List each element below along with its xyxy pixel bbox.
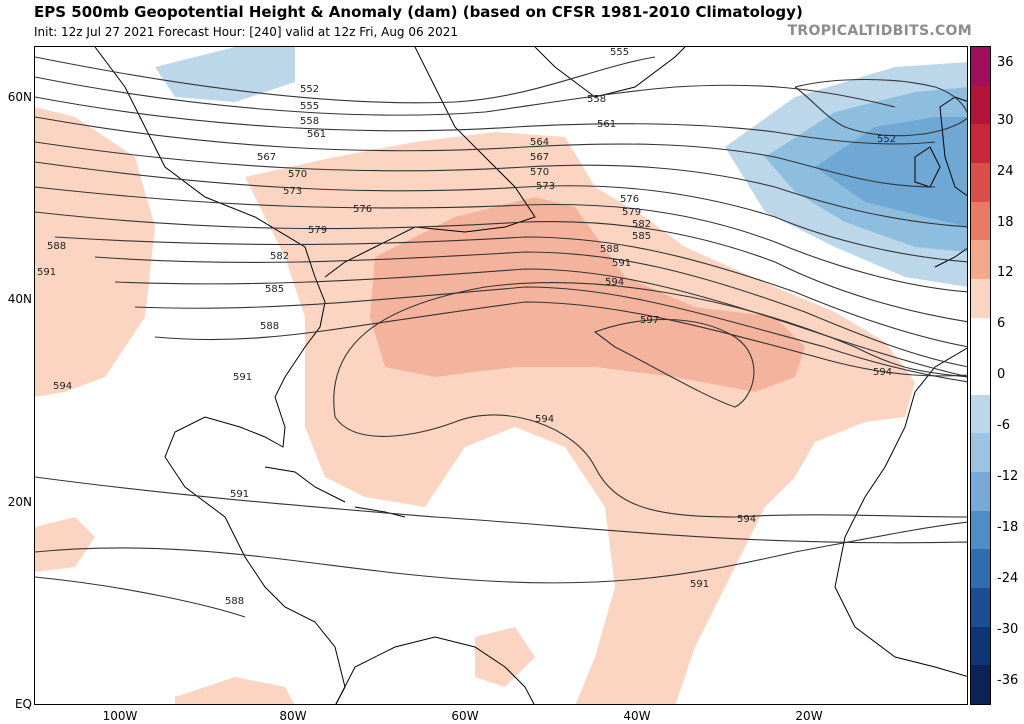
colorbar-label: 6	[997, 316, 1006, 331]
contour-label: 594	[535, 414, 554, 425]
colorbar-label: 36	[997, 55, 1014, 70]
contour-label: 582	[270, 251, 289, 262]
colorbar-segment	[971, 510, 990, 551]
contour-label: 561	[597, 119, 616, 130]
contour-label: 576	[620, 194, 639, 205]
contour-label: 594	[605, 277, 624, 288]
strong-positive-anomaly-shading	[370, 197, 805, 392]
lat-label-60n: 60N	[7, 90, 32, 104]
contour-label: 579	[308, 225, 327, 236]
contour-label: 576	[353, 204, 372, 215]
colorbar-label: -30	[997, 622, 1019, 637]
contour-label: 594	[53, 381, 72, 392]
contour-label: 552	[300, 84, 319, 95]
lon-label-80w: 80W	[279, 709, 307, 723]
contour-label: 567	[257, 152, 276, 163]
colorbar-label: -24	[997, 571, 1019, 586]
colorbar-segment	[971, 394, 990, 435]
contour-label: 561	[307, 129, 326, 140]
contour-label: 585	[265, 284, 284, 295]
lon-label-40w: 40W	[623, 709, 651, 723]
forecast-subtitle: Init: 12z Jul 27 2021 Forecast Hour: [24…	[34, 25, 458, 39]
contour-label: 597	[640, 315, 659, 326]
colorbar-segment	[971, 356, 990, 397]
contour-label: 588	[47, 241, 66, 252]
contour-label: 585	[632, 231, 651, 242]
contour-label: 567	[530, 152, 549, 163]
contour-label: 558	[300, 116, 319, 127]
contour-label: 594	[737, 514, 756, 525]
coastlines	[94, 47, 967, 704]
contour-label: 552	[877, 134, 896, 145]
colorbar-label: -12	[997, 469, 1019, 484]
colorbar-segment	[971, 317, 990, 358]
colorbar-label: -18	[997, 520, 1019, 535]
colorbar-label: 30	[997, 113, 1014, 128]
contour-label: 573	[283, 186, 302, 197]
contour-label: 579	[622, 207, 641, 218]
contour-label: 591	[230, 489, 249, 500]
colorbar-segment	[971, 549, 990, 590]
contour-label: 588	[600, 244, 619, 255]
contour-label: 591	[37, 267, 56, 278]
colorbar-segment	[971, 47, 990, 87]
contour-label: 555	[610, 47, 629, 58]
colorbar-label: 18	[997, 215, 1014, 230]
map-canvas: 555 552 555 558 558 561 561 552 564 567 …	[35, 47, 967, 704]
colorbar-segment	[971, 162, 990, 203]
contour-label: 555	[300, 101, 319, 112]
lon-label-20w: 20W	[795, 709, 823, 723]
contour-labels: 555 552 555 558 558 561 561 552 564 567 …	[37, 47, 896, 607]
source-credit: TROPICALTIDBITS.COM	[787, 23, 972, 39]
colorbar-segment	[971, 433, 990, 474]
colorbar-label: -6	[997, 418, 1010, 433]
contour-label: 570	[288, 169, 307, 180]
colorbar-label: -36	[997, 673, 1019, 688]
colorbar-segment	[971, 201, 990, 242]
contour-label: 591	[690, 579, 709, 590]
map-panel: 555 552 555 558 558 561 561 552 564 567 …	[34, 46, 968, 705]
contour-label: 588	[260, 321, 279, 332]
lat-label-eq: EQ	[14, 697, 32, 711]
colorbar-segment	[971, 278, 990, 319]
lat-label-20n: 20N	[7, 495, 32, 509]
colorbar-segment	[971, 240, 990, 281]
contour-label: 588	[225, 596, 244, 607]
contour-label: 582	[632, 219, 651, 230]
contour-label: 573	[536, 181, 555, 192]
colorbar-segment	[971, 665, 990, 704]
contour-label: 591	[233, 372, 252, 383]
contour-label: 591	[612, 258, 631, 269]
contour-label: 564	[530, 137, 549, 148]
anomaly-colorbar	[970, 46, 991, 705]
colorbar-label: 24	[997, 164, 1014, 179]
colorbar-segment	[971, 588, 990, 628]
negative-anomaly-shading	[155, 47, 967, 287]
colorbar-segment	[971, 124, 990, 165]
colorbar-label: 12	[997, 265, 1014, 280]
contour-label: 594	[873, 367, 892, 378]
lat-label-40n: 40N	[7, 292, 32, 306]
colorbar-segment	[971, 626, 990, 667]
lon-label-100w: 100W	[102, 709, 138, 723]
contour-label: 558	[587, 94, 606, 105]
colorbar-segment	[971, 472, 990, 513]
contour-label: 570	[530, 167, 549, 178]
lon-label-60w: 60W	[451, 709, 479, 723]
map-title: EPS 500mb Geopotential Height & Anomaly …	[34, 3, 803, 21]
colorbar-segment	[971, 85, 990, 126]
height-contours	[35, 56, 967, 618]
colorbar-label: 0	[997, 367, 1006, 382]
